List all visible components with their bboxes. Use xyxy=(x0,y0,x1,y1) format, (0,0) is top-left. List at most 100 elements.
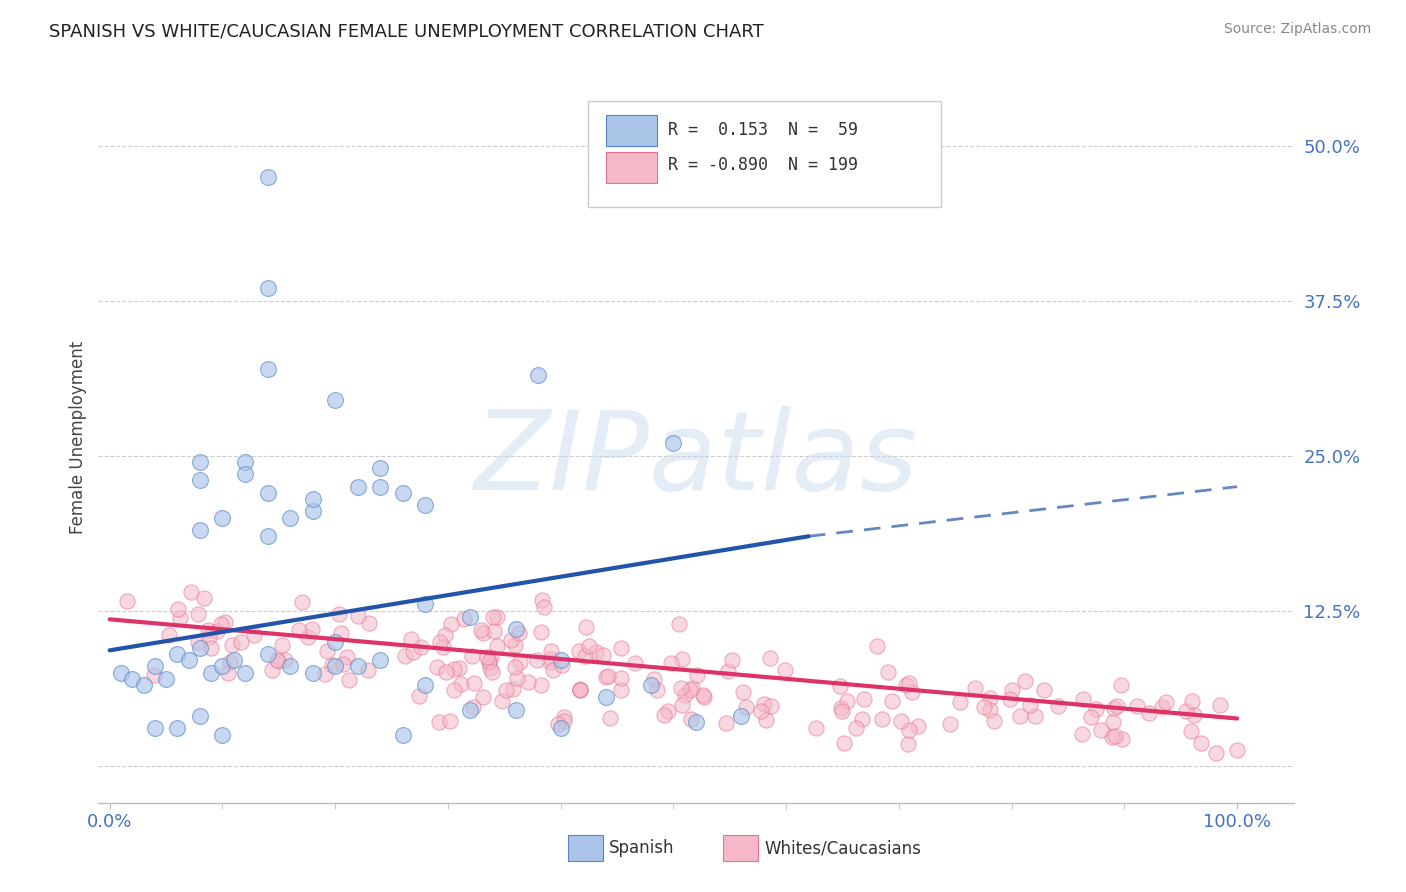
FancyBboxPatch shape xyxy=(606,152,657,183)
Point xyxy=(427,714,450,729)
Point xyxy=(503,660,526,674)
Text: R = -0.890  N = 199: R = -0.890 N = 199 xyxy=(668,156,859,174)
Point xyxy=(188,709,211,723)
Point xyxy=(256,362,278,376)
Point xyxy=(533,599,555,614)
Point xyxy=(686,667,709,681)
Point xyxy=(323,634,346,648)
Point xyxy=(526,653,548,667)
Point xyxy=(730,709,752,723)
Point xyxy=(505,672,527,686)
Y-axis label: Female Unemployment: Female Unemployment xyxy=(69,341,87,533)
Point xyxy=(659,656,682,670)
Point xyxy=(470,623,492,637)
Point xyxy=(434,628,457,642)
Point xyxy=(773,664,796,678)
Point xyxy=(979,703,1001,717)
Point xyxy=(301,622,323,636)
Point xyxy=(187,635,209,649)
Point xyxy=(866,639,889,653)
Point xyxy=(1105,698,1128,713)
Point xyxy=(301,491,323,506)
Point xyxy=(323,659,346,673)
Point xyxy=(233,467,256,482)
Point xyxy=(568,644,591,658)
Point xyxy=(754,697,776,711)
Point xyxy=(1226,743,1249,757)
Point xyxy=(679,683,702,698)
Point xyxy=(399,632,422,646)
Point xyxy=(1085,702,1108,716)
Point xyxy=(482,610,505,624)
Text: SPANISH VS WHITE/CAUCASIAN FEMALE UNEMPLOYMENT CORRELATION CHART: SPANISH VS WHITE/CAUCASIAN FEMALE UNEMPL… xyxy=(49,22,763,40)
Point xyxy=(671,698,693,713)
Point xyxy=(440,616,463,631)
Point xyxy=(478,660,501,674)
Text: Spanish: Spanish xyxy=(609,839,675,857)
Point xyxy=(460,610,482,624)
Point xyxy=(668,616,690,631)
Point xyxy=(197,624,219,638)
Point xyxy=(495,683,517,698)
Point xyxy=(242,628,264,642)
Point xyxy=(314,666,336,681)
Point xyxy=(1104,729,1126,743)
Point xyxy=(443,662,465,676)
Point xyxy=(662,436,685,450)
Point xyxy=(402,645,425,659)
Point xyxy=(505,703,527,717)
Point xyxy=(509,655,531,669)
Point xyxy=(1137,706,1160,720)
Point xyxy=(890,714,912,728)
Point xyxy=(550,653,572,667)
Point xyxy=(256,281,278,295)
Point xyxy=(671,652,693,666)
Point xyxy=(643,672,665,686)
Point xyxy=(409,640,432,654)
Point xyxy=(1032,683,1054,698)
Point xyxy=(143,722,166,736)
Point xyxy=(998,692,1021,706)
Point xyxy=(357,664,380,678)
Point xyxy=(880,694,903,708)
Point xyxy=(270,638,292,652)
Point xyxy=(443,683,465,698)
FancyBboxPatch shape xyxy=(568,835,603,862)
Point xyxy=(233,665,256,680)
Point xyxy=(233,455,256,469)
Point xyxy=(575,620,598,634)
Point xyxy=(491,693,513,707)
Point xyxy=(720,653,742,667)
Point xyxy=(568,683,591,698)
Point xyxy=(894,678,917,692)
Point xyxy=(983,714,1005,729)
Point xyxy=(217,665,239,680)
Point xyxy=(188,455,211,469)
Point xyxy=(110,665,132,680)
Point xyxy=(368,653,391,667)
Point xyxy=(673,689,696,703)
Point xyxy=(1152,699,1174,714)
Point xyxy=(392,728,415,742)
Point xyxy=(200,665,222,680)
Point xyxy=(478,654,501,668)
Point xyxy=(731,685,754,699)
Point xyxy=(1024,709,1046,723)
Point xyxy=(260,663,283,677)
FancyBboxPatch shape xyxy=(589,101,941,207)
Text: R =  0.153  N =  59: R = 0.153 N = 59 xyxy=(668,121,859,139)
Point xyxy=(359,615,381,630)
Point xyxy=(392,486,415,500)
Point xyxy=(214,615,236,629)
Point xyxy=(897,737,920,751)
Point xyxy=(188,640,211,655)
Point xyxy=(266,653,288,667)
Point xyxy=(288,623,311,637)
Point xyxy=(599,711,621,725)
Point xyxy=(328,607,350,621)
Point xyxy=(870,712,893,726)
Point xyxy=(347,609,370,624)
Point xyxy=(426,660,449,674)
Point xyxy=(1001,683,1024,698)
Point xyxy=(853,692,876,706)
